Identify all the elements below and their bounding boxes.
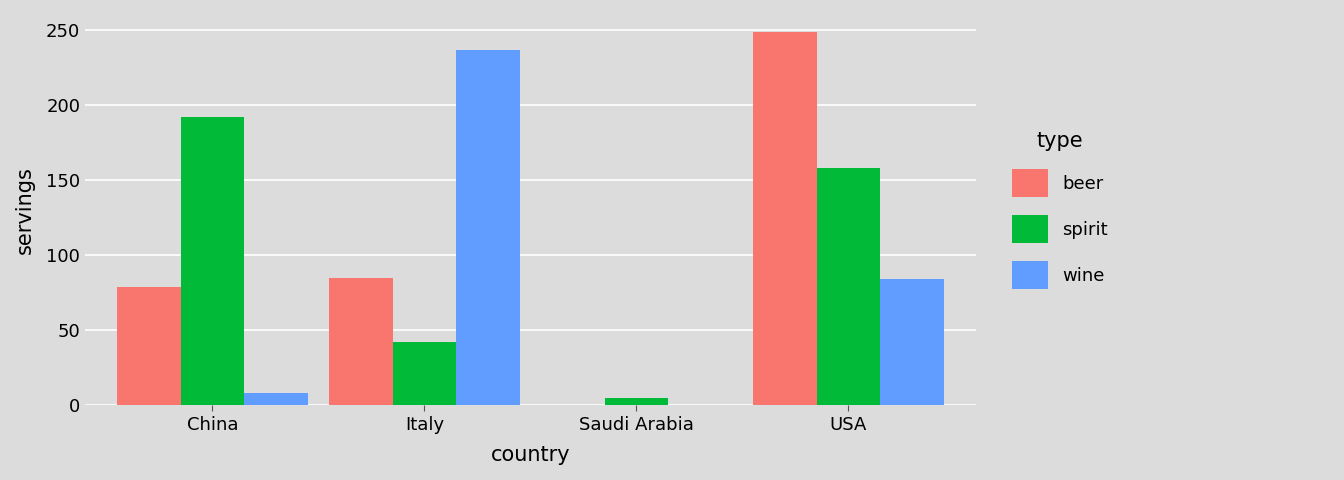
Bar: [880, 279, 943, 406]
Legend: beer, spirit, wine: beer, spirit, wine: [993, 113, 1126, 307]
Bar: [753, 32, 817, 406]
Bar: [180, 117, 245, 406]
Bar: [392, 342, 456, 406]
Bar: [817, 168, 880, 406]
X-axis label: country: country: [491, 445, 570, 465]
Bar: [605, 398, 668, 406]
Bar: [245, 394, 308, 406]
Bar: [117, 287, 180, 406]
Y-axis label: servings: servings: [15, 166, 35, 254]
Bar: [456, 49, 520, 406]
Bar: [329, 278, 392, 406]
